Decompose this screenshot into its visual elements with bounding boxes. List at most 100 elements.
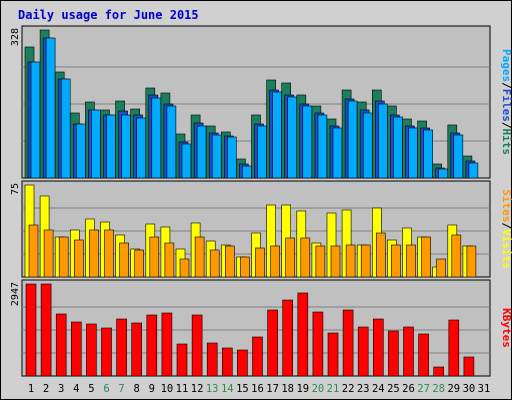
- bar-kbytes-day-8: [131, 322, 142, 377]
- bar-sites-day-15: [240, 256, 250, 278]
- side-label-part: Visits: [500, 229, 512, 269]
- x-tick-label-9: 9: [149, 383, 155, 395]
- bar-kbytes-day-28: [433, 366, 445, 377]
- x-tick-label-6: 6: [103, 383, 109, 395]
- bar-kbytes-day-26: [403, 326, 414, 377]
- bar-kbytes-day-29: [448, 319, 460, 377]
- bar-kbytes-day-24: [372, 318, 384, 377]
- bar-sites-day-14: [225, 245, 235, 278]
- bar-pages-day-6: [106, 114, 116, 179]
- side-label-hits-files-pages: Pages/Files/Hits: [500, 49, 512, 155]
- bar-pages-day-26: [408, 127, 418, 179]
- side-label-kbytes: KBytes: [500, 308, 512, 348]
- bar-kbytes-day-11: [176, 343, 188, 377]
- bar-pages-day-8: [136, 117, 146, 179]
- bar-sites-day-10: [164, 242, 175, 278]
- bar-sites-day-22: [345, 244, 356, 278]
- x-tick-label-29: 29: [447, 383, 460, 395]
- bar-pages-day-29: [453, 134, 464, 179]
- bar-pages-day-18: [287, 96, 298, 179]
- chart-title: Daily usage for June 2015: [18, 8, 199, 22]
- bar-pages-day-1: [30, 61, 41, 179]
- bar-sites-day-8: [134, 249, 144, 278]
- x-tick-label-18: 18: [281, 383, 294, 395]
- panel-kbytes: 2947 KBytes: [10, 279, 512, 377]
- bar-kbytes-day-27: [418, 333, 429, 377]
- side-label-part: KBytes: [500, 308, 512, 348]
- x-tick-label-10: 10: [161, 383, 174, 395]
- bar-kbytes-day-16: [252, 336, 263, 377]
- bar-kbytes-day-1: [25, 283, 37, 377]
- side-label-part: /: [500, 82, 512, 89]
- bar-kbytes-day-12: [191, 314, 203, 377]
- panel-visits-sites: 75 Sites/Visits: [10, 180, 512, 278]
- side-label-part: Files: [500, 89, 512, 122]
- bar-sites-day-26: [406, 244, 416, 278]
- x-tick-label-4: 4: [73, 383, 79, 395]
- x-tick-label-2: 2: [43, 383, 49, 395]
- bar-pages-day-28: [438, 168, 449, 179]
- x-tick-label-26: 26: [402, 383, 415, 395]
- bar-sites-day-23: [360, 244, 371, 278]
- bar-pages-day-9: [151, 97, 162, 179]
- x-tick-label-15: 15: [236, 383, 249, 395]
- side-label-part: Pages: [500, 49, 512, 82]
- x-tick-label-28: 28: [432, 383, 445, 395]
- bar-sites-day-9: [149, 236, 160, 278]
- bar-pages-day-3: [60, 78, 71, 179]
- bar-kbytes-day-7: [116, 318, 127, 377]
- bar-kbytes-day-20: [312, 311, 324, 377]
- bar-sites-day-11: [179, 258, 190, 278]
- x-tick-label-11: 11: [176, 383, 189, 395]
- x-tick-label-31: 31: [478, 383, 491, 395]
- x-tick-label-8: 8: [134, 383, 140, 395]
- x-tick-label-17: 17: [266, 383, 279, 395]
- bar-pages-day-14: [227, 136, 237, 179]
- x-tick-label-22: 22: [342, 383, 355, 395]
- bar-kbytes-day-25: [388, 330, 399, 377]
- bar-kbytes-day-10: [161, 312, 173, 377]
- bar-sites-day-18: [285, 237, 296, 278]
- bar-sites-day-25: [391, 244, 401, 278]
- bar-sites-day-13: [209, 249, 220, 278]
- bar-sites-day-4: [74, 239, 84, 278]
- bar-kbytes-day-22: [342, 309, 354, 377]
- bar-kbytes-day-3: [55, 313, 67, 377]
- bar-kbytes-day-30: [463, 356, 475, 377]
- y-max-label: 2947: [10, 282, 21, 306]
- x-tick-label-7: 7: [118, 383, 124, 395]
- bar-pages-day-5: [91, 109, 101, 179]
- bar-sites-day-20: [315, 245, 326, 278]
- bar-kbytes-day-14: [222, 347, 233, 377]
- bar-sites-day-2: [43, 229, 54, 278]
- bar-pages-day-16: [257, 125, 267, 179]
- x-tick-label-30: 30: [463, 383, 476, 395]
- bar-pages-day-15: [242, 165, 252, 179]
- bar-pages-day-27: [423, 129, 433, 179]
- x-axis-labels: 1 2 3 4 5 6 7 8 9 10 11 12 13 14 15 16 17 18 19 20 21 22 23 24 2…: [28, 383, 490, 395]
- side-label-part: Hits: [500, 129, 512, 156]
- bar-sites-day-12: [194, 236, 205, 278]
- x-tick-label-23: 23: [357, 383, 370, 395]
- bar-sites-day-16: [255, 247, 265, 278]
- x-tick-label-13: 13: [206, 383, 219, 395]
- bar-pages-day-23: [362, 112, 373, 179]
- bar-pages-day-19: [302, 105, 313, 179]
- bar-pages-day-10: [166, 105, 177, 179]
- side-label-part: /: [500, 222, 512, 229]
- bar-kbytes-day-19: [297, 292, 309, 377]
- bar-pages-day-12: [196, 125, 207, 179]
- bar-kbytes-day-9: [146, 314, 158, 377]
- bar-pages-day-17: [272, 91, 282, 179]
- bar-pages-day-4: [76, 123, 86, 179]
- x-tick-label-25: 25: [387, 383, 400, 395]
- bar-sites-day-30: [466, 245, 477, 278]
- bar-pages-day-30: [468, 162, 479, 179]
- bar-pages-day-20: [317, 114, 328, 179]
- bar-kbytes-day-15: [237, 349, 248, 377]
- bar-kbytes-day-13: [206, 342, 218, 377]
- bar-sites-day-3: [58, 236, 69, 278]
- bar-sites-day-1: [28, 224, 39, 278]
- x-tick-label-16: 16: [251, 383, 264, 395]
